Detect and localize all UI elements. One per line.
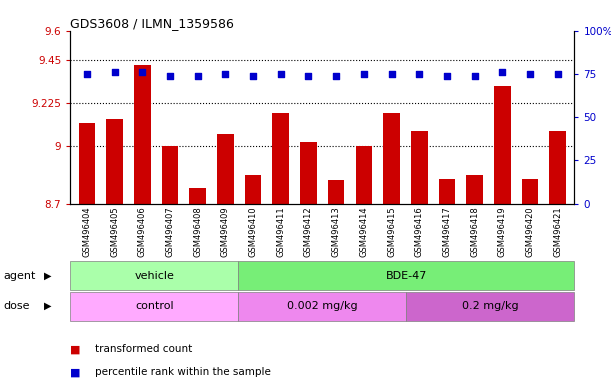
- Point: [137, 69, 147, 75]
- Text: BDE-47: BDE-47: [386, 270, 427, 281]
- Point: [414, 71, 424, 77]
- Bar: [238, 261, 574, 290]
- Bar: [273, 113, 289, 204]
- Text: agent: agent: [3, 270, 35, 281]
- Point: [387, 71, 397, 77]
- Text: control: control: [135, 301, 174, 311]
- Text: transformed count: transformed count: [95, 344, 192, 354]
- Bar: [328, 180, 345, 204]
- Point: [525, 71, 535, 77]
- Text: percentile rank within the sample: percentile rank within the sample: [95, 367, 271, 377]
- Point: [304, 73, 313, 79]
- Point: [553, 71, 563, 77]
- Bar: [522, 179, 538, 204]
- Bar: [300, 142, 316, 204]
- Text: ▶: ▶: [44, 301, 51, 311]
- Point: [82, 71, 92, 77]
- Bar: [79, 123, 95, 204]
- Bar: [70, 292, 238, 321]
- Bar: [245, 175, 262, 204]
- Text: ■: ■: [70, 344, 81, 354]
- Bar: [162, 146, 178, 204]
- Bar: [238, 292, 406, 321]
- Text: GDS3608 / ILMN_1359586: GDS3608 / ILMN_1359586: [70, 17, 234, 30]
- Bar: [439, 179, 455, 204]
- Text: vehicle: vehicle: [134, 270, 174, 281]
- Bar: [406, 292, 574, 321]
- Point: [193, 73, 203, 79]
- Point: [442, 73, 452, 79]
- Text: 0.2 mg/kg: 0.2 mg/kg: [462, 301, 519, 311]
- Point: [110, 69, 120, 75]
- Text: ▶: ▶: [44, 270, 51, 281]
- Bar: [411, 131, 428, 204]
- Bar: [549, 131, 566, 204]
- Bar: [217, 134, 233, 204]
- Point: [359, 71, 368, 77]
- Point: [331, 73, 341, 79]
- Bar: [70, 261, 238, 290]
- Bar: [106, 119, 123, 204]
- Bar: [466, 175, 483, 204]
- Bar: [189, 188, 206, 204]
- Bar: [356, 146, 372, 204]
- Bar: [494, 86, 511, 204]
- Point: [470, 73, 480, 79]
- Point: [221, 71, 230, 77]
- Bar: [383, 113, 400, 204]
- Text: dose: dose: [3, 301, 29, 311]
- Text: 0.002 mg/kg: 0.002 mg/kg: [287, 301, 357, 311]
- Point: [276, 71, 286, 77]
- Point: [497, 69, 507, 75]
- Bar: [134, 65, 150, 204]
- Point: [165, 73, 175, 79]
- Text: ■: ■: [70, 367, 81, 377]
- Point: [248, 73, 258, 79]
